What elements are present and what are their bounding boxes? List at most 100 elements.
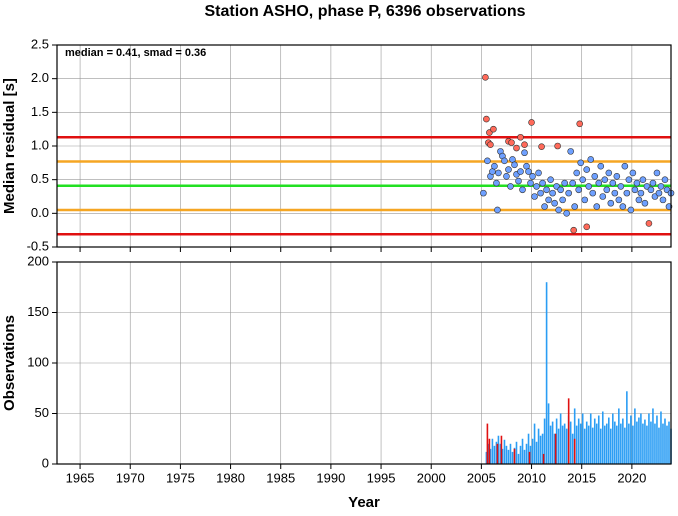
- point: [480, 189, 487, 197]
- bar: [486, 423, 489, 464]
- bar: [497, 435, 500, 464]
- plot-frame: [56, 261, 672, 465]
- point: [521, 141, 528, 148]
- bar: [654, 423, 656, 464]
- bar: [549, 425, 552, 464]
- y-tick-label: 50: [35, 405, 49, 420]
- bar: [527, 433, 530, 464]
- point: [589, 189, 597, 197]
- bar: [491, 438, 494, 464]
- bar: [583, 428, 586, 464]
- point: [639, 176, 647, 183]
- point: [611, 189, 619, 197]
- bar: [638, 417, 640, 464]
- point: [621, 162, 629, 170]
- bar: [601, 411, 604, 464]
- bar: [636, 421, 638, 464]
- point: [491, 162, 498, 170]
- y-tick-label: 0.0: [31, 205, 49, 220]
- y-tick-label: 2.5: [31, 36, 49, 51]
- x-tick-label: 1970: [116, 470, 145, 485]
- point: [482, 74, 489, 81]
- point: [545, 196, 552, 204]
- point: [494, 206, 501, 214]
- bar: [603, 425, 606, 464]
- bar: [533, 423, 536, 464]
- y-tick-label: 200: [27, 253, 49, 268]
- bar: [664, 418, 666, 464]
- point: [595, 179, 603, 187]
- bar: [513, 448, 516, 464]
- bar: [593, 418, 596, 464]
- bar: [646, 425, 648, 464]
- bar: [523, 449, 526, 464]
- point: [561, 179, 568, 187]
- x-tick-label: 1965: [66, 470, 95, 485]
- bar: [628, 423, 630, 464]
- point: [490, 125, 497, 133]
- x-tick-label: 1975: [166, 470, 195, 485]
- bar: [521, 438, 524, 464]
- bar: [489, 448, 492, 464]
- bar: [605, 423, 608, 464]
- bar: [624, 427, 626, 464]
- bar: [587, 425, 590, 464]
- bar: [640, 413, 642, 464]
- point: [593, 203, 601, 210]
- y-tick-label: 100: [27, 354, 49, 369]
- point: [535, 169, 542, 177]
- bar: [496, 443, 499, 464]
- point: [525, 168, 532, 175]
- bar: [509, 443, 512, 464]
- bar: [517, 453, 520, 464]
- point: [533, 183, 540, 190]
- point: [483, 115, 490, 123]
- point: [601, 176, 609, 183]
- point: [554, 142, 561, 150]
- y-tick-label: 1.0: [31, 137, 49, 152]
- point: [641, 199, 649, 207]
- bar: [579, 423, 582, 464]
- point: [570, 226, 577, 234]
- point: [649, 179, 657, 187]
- y-tick-label: -0.5: [27, 238, 49, 253]
- bar: [577, 418, 580, 464]
- point: [661, 176, 669, 183]
- y-tick-label: 1.5: [31, 104, 49, 119]
- point: [653, 169, 661, 177]
- point: [505, 166, 512, 173]
- point: [571, 203, 578, 210]
- bar: [620, 423, 622, 464]
- point: [508, 139, 515, 146]
- point: [493, 179, 500, 187]
- point: [517, 168, 524, 175]
- bar: [612, 413, 614, 464]
- point: [529, 173, 536, 180]
- bar: [515, 441, 518, 464]
- point: [637, 189, 645, 197]
- point: [559, 196, 566, 204]
- point: [629, 169, 637, 177]
- y-tick-label: 0.5: [31, 171, 49, 186]
- point: [573, 169, 580, 177]
- bar: [658, 427, 660, 464]
- bar: [589, 413, 592, 464]
- point: [511, 161, 518, 169]
- point: [581, 196, 589, 204]
- point: [528, 119, 535, 126]
- point: [531, 193, 538, 200]
- point: [619, 203, 627, 210]
- bar: [500, 435, 503, 464]
- bar: [563, 423, 566, 464]
- bar: [525, 443, 528, 464]
- bar: [591, 427, 594, 464]
- bar: [644, 419, 646, 464]
- point: [503, 173, 510, 180]
- x-tick-label: 1990: [316, 470, 345, 485]
- bar: [642, 423, 644, 464]
- bar: [559, 413, 562, 464]
- point: [557, 186, 564, 194]
- bar: [581, 413, 584, 464]
- bar: [626, 391, 628, 464]
- point: [627, 206, 635, 214]
